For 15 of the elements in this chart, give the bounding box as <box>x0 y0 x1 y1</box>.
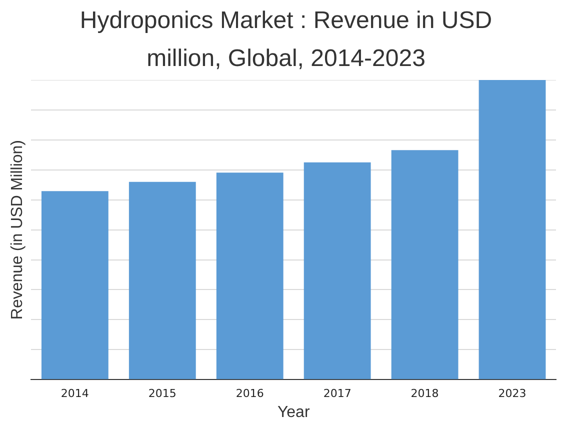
bar <box>391 150 458 380</box>
bar <box>216 172 284 380</box>
x-tick-label: 2018 <box>410 387 439 400</box>
x-tick-label: 2023 <box>498 387 526 400</box>
bar <box>304 162 371 380</box>
bar <box>128 182 196 380</box>
x-tick-label: 2017 <box>323 387 352 400</box>
bar <box>41 191 108 380</box>
x-tick-label: 2014 <box>60 387 89 400</box>
x-axis-title: Year <box>277 404 310 421</box>
chart-title: Hydroponics Market : Revenue in USD million, Global, 2014-2023 <box>78 6 494 74</box>
x-tick-label: 2015 <box>148 387 176 400</box>
bar <box>478 80 546 380</box>
y-axis-title: Revenue (in USD Million) <box>9 140 26 320</box>
x-tick-label: 2016 <box>236 387 264 400</box>
